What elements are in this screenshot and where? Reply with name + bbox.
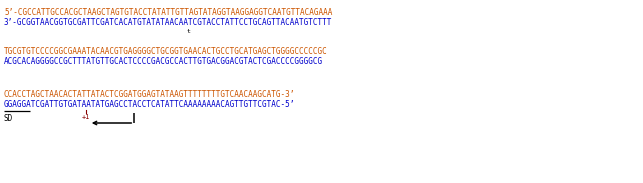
Text: t: t bbox=[186, 29, 190, 34]
Text: TGCGTGTCCCCGGCGAAATACAACGTGAGGGGCTGCGGTGAACACTGCCTGCATGAGCTGGGGCCCCCGC: TGCGTGTCCCCGGCGAAATACAACGTGAGGGGCTGCGGTG… bbox=[4, 47, 328, 56]
Text: 5’-CGCCATTGCCACGCTAAGCTAGTGTACCTATATTGTTAGTATAGGTAAGGAGGTCAATGTTACAGAAA: 5’-CGCCATTGCCACGCTAAGCTAGTGTACCTATATTGTT… bbox=[4, 8, 332, 17]
Text: GGAGGATCGATTGTGATAATATGAGCCTACCTCATATTCAAAAAAAACAGTTGTTCGTAC-5’: GGAGGATCGATTGTGATAATATGAGCCTACCTCATATTCA… bbox=[4, 100, 295, 109]
Text: SD: SD bbox=[4, 114, 14, 123]
Text: CCACCTAGCTAACACTATTATACTCGGATGGAGTATAAGTTTTTTTTGTCAACAAGCATG-3’: CCACCTAGCTAACACTATTATACTCGGATGGAGTATAAGT… bbox=[4, 90, 295, 99]
Text: +1: +1 bbox=[82, 114, 90, 120]
Text: 3’-GCGGTAACGGTGCGATTCGATCACATGTATATAACAATCGTACCTATTCCTGCAGTTACAATGTCTTT: 3’-GCGGTAACGGTGCGATTCGATCACATGTATATAACAA… bbox=[4, 18, 332, 27]
Text: ACGCACAGGGGCCGCTTTATGTTGCACTCCCCGACGCCACTTGTGACGGACGTACTCGACCCCGGGGCG: ACGCACAGGGGCCGCTTTATGTTGCACTCCCCGACGCCAC… bbox=[4, 57, 323, 66]
